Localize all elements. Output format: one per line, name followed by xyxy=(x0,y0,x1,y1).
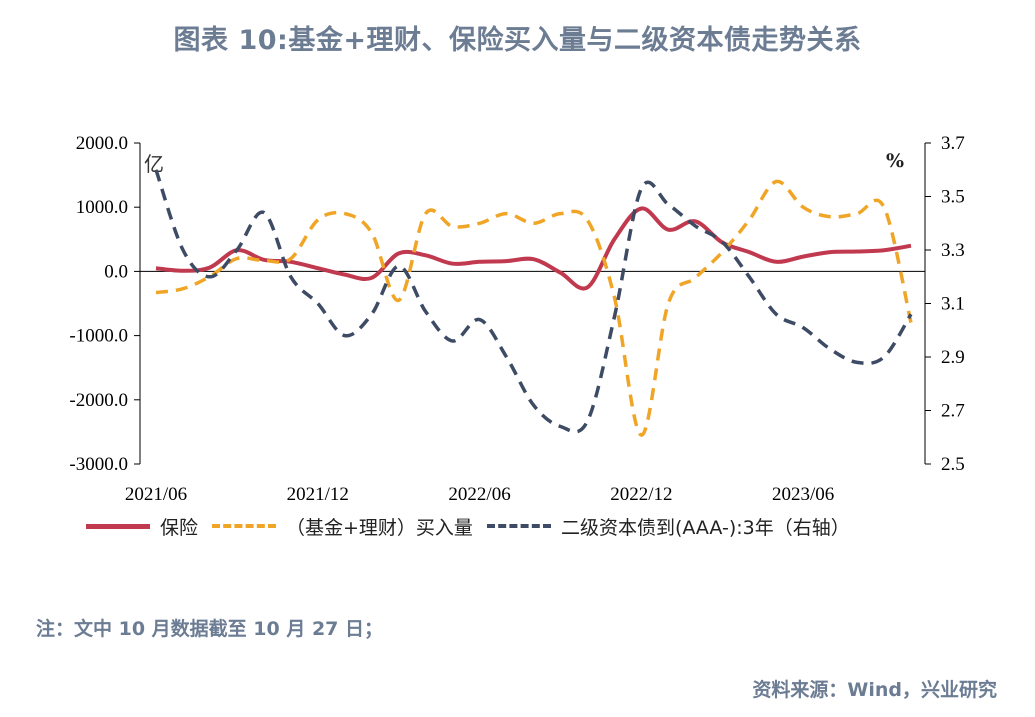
legend-item-fund: （基金+理财）买入量 xyxy=(212,513,473,540)
right-tick-label: 2.9 xyxy=(941,347,965,368)
legend-item-bond: 二级资本债到(AAA-):3年（右轴） xyxy=(486,513,850,540)
right-tick-label: 2.5 xyxy=(941,454,965,475)
right-tick-label: 2.7 xyxy=(941,401,965,422)
right-tick-label: 3.5 xyxy=(941,187,965,208)
chart-series xyxy=(154,169,913,437)
left-tick-label: 1000.0 xyxy=(76,197,128,218)
legend-label-fund: （基金+理财）买入量 xyxy=(286,516,473,539)
series-line-fund-wealth xyxy=(155,179,913,437)
source-credit: 资料来源：Wind，兴业研究 xyxy=(752,679,997,701)
chart-title: 图表 10:基金+理财、保险买入量与二级资本债走势关系 xyxy=(173,25,862,56)
left-tick-label: 0.0 xyxy=(104,261,128,282)
chart-legend: 保险 （基金+理财）买入量 二级资本债到(AAA-):3年（右轴） xyxy=(86,512,864,540)
right-axis-unit: % xyxy=(886,150,905,172)
footnote: 注：文中 10 月数据截至 10 月 27 日； xyxy=(36,618,384,640)
left-tick-label: -1000.0 xyxy=(69,326,128,347)
chart-axes: 2000.0 1000.0 0.0 -1000.0 -2000.0 -3000.0 3.7 3… xyxy=(69,133,964,505)
right-tick-label: 3.7 xyxy=(941,133,965,154)
legend-label-bond: 二级资本债到(AAA-):3年（右轴） xyxy=(560,516,850,539)
legend-swatch-fund xyxy=(212,524,277,528)
x-tick-label: 2023/06 xyxy=(772,484,834,505)
x-tick-label: 2021/12 xyxy=(287,484,349,505)
x-tick-label: 2021/06 xyxy=(125,484,187,505)
legend-label-insurance: 保险 xyxy=(160,516,199,539)
series-line-tier2-bond-yield xyxy=(154,169,913,434)
left-tick-label: 2000.0 xyxy=(76,133,128,154)
x-tick-label: 2022/12 xyxy=(610,484,672,505)
right-tick-label: 3.1 xyxy=(941,294,965,315)
legend-item-insurance: 保险 xyxy=(86,513,198,540)
legend-swatch-bond xyxy=(486,524,551,528)
left-axis-unit: 亿 xyxy=(144,152,164,176)
left-tick-label: -3000.0 xyxy=(69,454,128,475)
x-tick-label: 2022/06 xyxy=(448,484,510,505)
right-tick-label: 3.3 xyxy=(941,240,965,261)
legend-swatch-insurance xyxy=(86,523,150,529)
left-tick-label: -2000.0 xyxy=(69,390,128,411)
